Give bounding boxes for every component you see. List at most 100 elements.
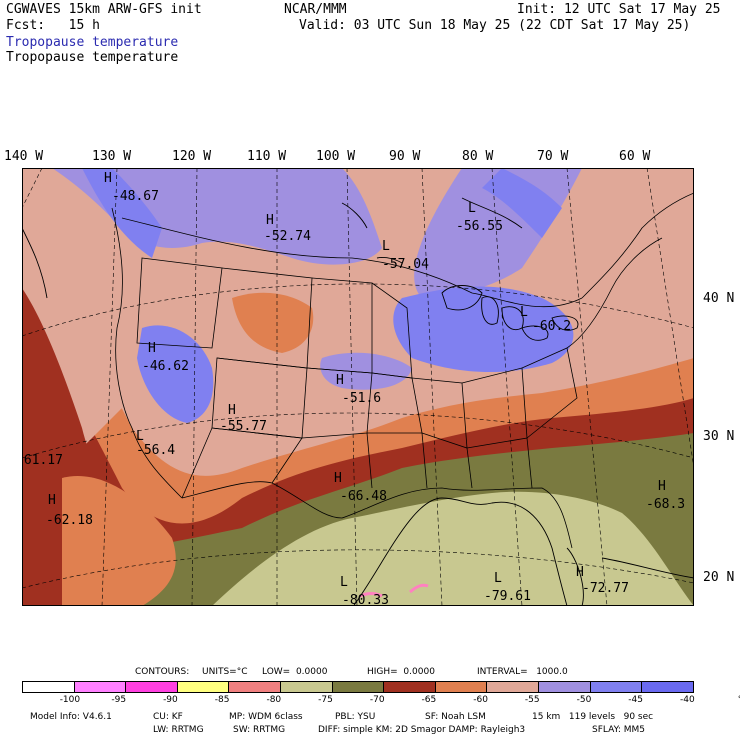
- extremum-value: -62.18: [46, 513, 93, 528]
- extremum-type: L: [468, 201, 476, 216]
- extremum-value: -66.48: [340, 489, 387, 504]
- map-frame: [22, 168, 694, 606]
- lon-label-90w: 90 W: [389, 149, 421, 164]
- colorbar-tick-label: -55: [524, 695, 540, 705]
- extremum-value: -46.62: [142, 359, 189, 374]
- field-title-contour: Tropopause temperature: [6, 50, 179, 65]
- forecast-hour: Fcst: 15 h: [6, 18, 100, 33]
- units-label: UNITS=°C: [202, 667, 248, 677]
- lon-label-130w: 130 W: [92, 149, 132, 164]
- colorbar-swatch: [435, 682, 488, 692]
- coastlines: [22, 197, 694, 606]
- extremum-value: -60.2: [532, 319, 571, 334]
- colorbar-tick-label: -75: [318, 695, 333, 705]
- colorbar-tick-label: -45: [628, 695, 643, 705]
- extremum-value: -79.61: [484, 589, 531, 604]
- colorbar-swatch: [281, 682, 333, 692]
- model-info-mp: MP: WDM 6class: [229, 712, 303, 722]
- extremum-value: -56.4: [136, 443, 175, 458]
- colorbar-swatch: [332, 682, 385, 692]
- extremum-type: H: [148, 341, 156, 356]
- graticule: [22, 168, 694, 606]
- extremum-type: H: [228, 403, 236, 418]
- colorbar-tick-label: -60: [473, 695, 488, 705]
- extremum-type: L: [382, 239, 390, 254]
- extremum-value: -72.77: [582, 581, 629, 596]
- model-info-sflay: SFLAY: MM5: [592, 725, 646, 735]
- extremum-type: H: [576, 565, 584, 580]
- extremum-value: -51.6: [342, 391, 381, 406]
- extremum-type: H: [104, 171, 112, 186]
- field-shading-45: [393, 286, 574, 373]
- model-info-cu: CU: KF: [153, 712, 183, 722]
- extremum-value: -80.33: [342, 593, 389, 606]
- extrema-labels: H -48.67 H -52.74 L -57.04 L -56.55 H -4…: [22, 171, 685, 606]
- model-info-grid: 15 km 119 levels 90 sec: [532, 712, 654, 722]
- extremum-type: H: [266, 213, 274, 228]
- extremum-value: -56.55: [456, 219, 503, 234]
- field-title-shaded: Tropopause temperature: [6, 35, 179, 50]
- colorbar-swatch: [539, 682, 591, 692]
- lon-label-120w: 120 W: [172, 149, 212, 164]
- extremum-value: -61.17: [22, 453, 63, 468]
- extremum-value: -57.04: [382, 257, 429, 272]
- colorbar-swatch: [23, 682, 75, 692]
- contours-label: CONTOURS:: [135, 667, 190, 677]
- colorbar-tick-label: -80: [266, 695, 282, 705]
- colorbar-swatch: [487, 682, 540, 692]
- model-info-lw: LW: RRTMG: [153, 725, 204, 735]
- extremum-type: L: [520, 305, 528, 320]
- field-shading-75: [212, 491, 694, 606]
- lon-label-100w: 100 W: [316, 149, 356, 164]
- lat-label-40n: 40 N: [703, 291, 735, 306]
- init-time: Init: 12 UTC Sat 17 May 25: [517, 2, 721, 17]
- model-info-version: Model Info: V4.6.1: [30, 712, 112, 722]
- extremum-value: -48.67: [112, 189, 159, 204]
- valid-time: Valid: 03 UTC Sun 18 May 25 (22 CDT Sat …: [299, 18, 691, 33]
- extremum-type: H: [658, 479, 666, 494]
- lon-label-110w: 110 W: [247, 149, 287, 164]
- model-info-pbl: PBL: YSU: [335, 712, 376, 722]
- colorbar-swatch: [642, 682, 693, 692]
- lon-label-60w: 60 W: [619, 149, 651, 164]
- colorbar-swatch: [384, 682, 436, 692]
- colorbar-swatch: [177, 682, 230, 692]
- lat-label-20n: 20 N: [703, 570, 735, 585]
- extremum-type: H: [334, 471, 342, 486]
- interval-label: INTERVAL= 1000.0: [477, 667, 568, 677]
- colorbar-swatch: [126, 682, 178, 692]
- political-borders: [111, 192, 694, 549]
- tropopause-temperature-map: H -48.67 H -52.74 L -57.04 L -56.55 H -4…: [22, 168, 694, 606]
- low-label: LOW= 0.0000: [262, 667, 328, 677]
- colorbar-swatch: [74, 682, 127, 692]
- extremum-type: L: [494, 571, 502, 586]
- colorbar-tick-label: -95: [111, 695, 127, 705]
- colorbar-swatch: [229, 682, 282, 692]
- lon-label-80w: 80 W: [462, 149, 494, 164]
- lon-label-70w: 70 W: [537, 149, 569, 164]
- center-label: NCAR/MMM: [284, 2, 347, 17]
- model-title: CGWAVES 15km ARW-GFS init: [6, 2, 202, 17]
- colorbar-tick-label: -90: [163, 695, 178, 705]
- colorbar-tick-label: -100: [59, 695, 81, 705]
- colorbar-tick-label: -40: [680, 695, 695, 705]
- colorbar-tick-label: -50: [576, 695, 592, 705]
- extremum-value: -55.77: [220, 419, 267, 434]
- extremum-value: -52.74: [264, 229, 311, 244]
- lat-label-30n: 30 N: [703, 429, 735, 444]
- extremum-value: -68.3: [646, 497, 685, 512]
- extremum-type: H: [336, 373, 344, 388]
- extremum-type: L: [340, 575, 348, 590]
- colorbar-tick-label: -85: [214, 695, 230, 705]
- colorbar-tick-label: °C: [737, 695, 740, 705]
- model-info-sw: SW: RRTMG: [233, 725, 286, 735]
- high-label: HIGH= 0.0000: [367, 667, 435, 677]
- model-info-sf: SF: Noah LSM: [425, 712, 486, 722]
- lon-label-140w: 140 W: [4, 149, 44, 164]
- colorbar-tick-label: -70: [369, 695, 385, 705]
- extremum-type: L: [136, 429, 144, 444]
- colorbar-swatch: [590, 682, 643, 692]
- model-info-diff: DIFF: simple KM: 2D Smagor DAMP: Rayleig…: [318, 725, 526, 735]
- colorbar: [22, 681, 694, 693]
- extremum-type: H: [48, 493, 56, 508]
